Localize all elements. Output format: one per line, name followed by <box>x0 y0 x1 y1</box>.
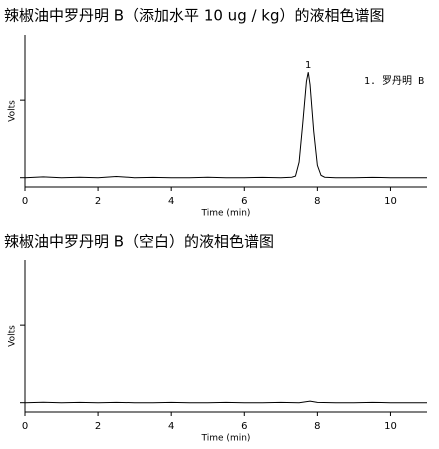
x-tick-label: 4 <box>168 196 174 207</box>
x-tick-label: 4 <box>168 421 174 432</box>
y-axis-label: Volts <box>8 100 18 122</box>
x-axis-label: Time (min) <box>201 434 251 444</box>
chart-title: 辣椒油中罗丹明 B（空白）的液相色谱图 <box>4 233 274 251</box>
x-tick-label: 6 <box>241 196 247 207</box>
x-tick-label: 0 <box>22 196 28 207</box>
x-tick-label: 0 <box>22 421 28 432</box>
x-tick-label: 8 <box>314 196 320 207</box>
trace <box>24 72 427 179</box>
y-axis-label: Volts <box>8 325 18 347</box>
x-tick-label: 2 <box>95 196 101 207</box>
peak-label: 1 <box>305 60 311 71</box>
x-tick-label: 10 <box>384 421 397 432</box>
x-tick-label: 2 <box>95 421 101 432</box>
chart-title: 辣椒油中罗丹明 B（添加水平 10 ug / kg）的液相色谱图 <box>4 7 385 25</box>
x-tick-label: 8 <box>314 421 320 432</box>
x-axis-label: Time (min) <box>201 209 251 219</box>
x-tick-label: 6 <box>241 421 247 432</box>
annotation: 1. 罗丹明 B <box>364 75 424 87</box>
x-tick-label: 10 <box>384 196 397 207</box>
trace <box>24 400 427 404</box>
